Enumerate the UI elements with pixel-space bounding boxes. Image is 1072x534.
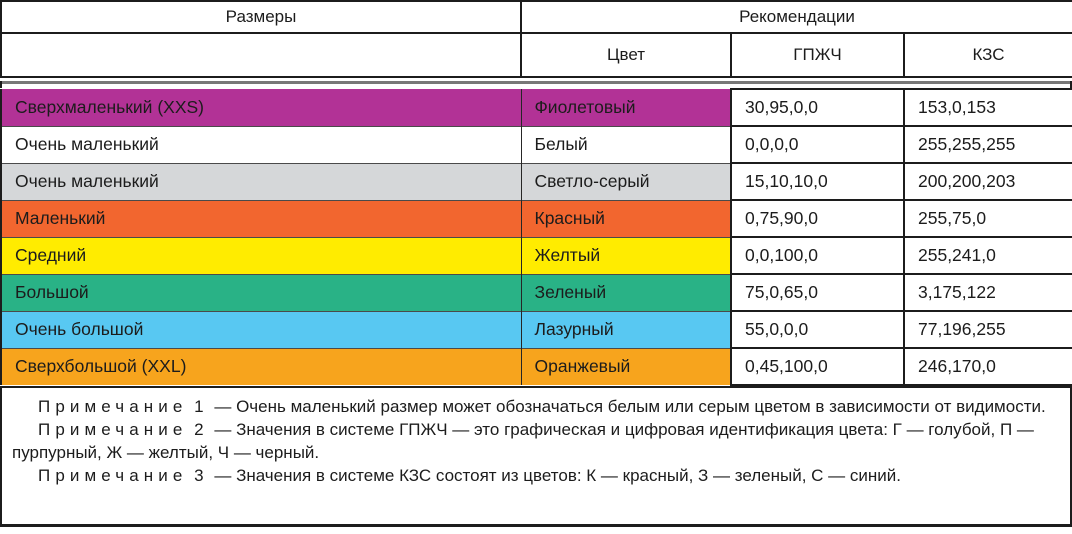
gpzh-value-cell: 30,95,0,0 xyxy=(730,88,905,127)
note-number: 3 xyxy=(194,466,204,485)
color-name-cell: Белый xyxy=(521,125,731,163)
kzs-value-cell: 3,175,122 xyxy=(903,273,1072,312)
kzs-value-cell: 153,0,153 xyxy=(903,88,1072,127)
table-row: Очень маленький Белый 0,0,0,0 255,255,25… xyxy=(0,125,1072,164)
gpzh-value-cell: 0,0,0,0 xyxy=(730,125,905,164)
note-3: Примечание 3 — Значения в системе КЗС со… xyxy=(12,464,1060,487)
header-row-2: Цвет ГПЖЧ КЗС xyxy=(0,32,1072,78)
size-cell: Очень маленький xyxy=(0,162,522,200)
kzs-value-cell: 77,196,255 xyxy=(903,310,1072,349)
kzs-header-cell: КЗС xyxy=(903,32,1072,78)
size-cell: Очень маленький xyxy=(0,125,522,163)
table-row: Средний Желтый 0,0,100,0 255,241,0 xyxy=(0,236,1072,275)
gpzh-header-cell: ГПЖЧ xyxy=(730,32,905,78)
color-name-cell: Оранжевый xyxy=(521,347,731,385)
kzs-value-cell: 255,255,255 xyxy=(903,125,1072,164)
gpzh-value-cell: 0,45,100,0 xyxy=(730,347,905,386)
size-cell: Большой xyxy=(0,273,522,311)
note-label: Примечание xyxy=(38,420,188,439)
kzs-value-cell: 255,241,0 xyxy=(903,236,1072,275)
kzs-value-cell: 246,170,0 xyxy=(903,347,1072,386)
gpzh-value-cell: 55,0,0,0 xyxy=(730,310,905,349)
note-number: 2 xyxy=(194,420,204,439)
sizes-header-cell: Размеры xyxy=(0,0,522,34)
empty-header-cell xyxy=(0,32,522,78)
table-row: Маленький Красный 0,75,90,0 255,75,0 xyxy=(0,199,1072,238)
recommendations-header-cell: Рекомендации xyxy=(520,0,1072,34)
kzs-value-cell: 200,200,203 xyxy=(903,162,1072,201)
kzs-value-cell: 255,75,0 xyxy=(903,199,1072,238)
table-row: Очень маленький Светло-серый 15,10,10,0 … xyxy=(0,162,1072,201)
gpzh-value-cell: 15,10,10,0 xyxy=(730,162,905,201)
note-label: Примечание xyxy=(38,397,188,416)
note-1: Примечание 1 — Очень маленький размер мо… xyxy=(12,395,1060,418)
notes-section: Примечание 1 — Очень маленький размер мо… xyxy=(0,386,1072,527)
color-name-cell: Красный xyxy=(521,199,731,237)
size-cell: Сверхбольшой (XXL) xyxy=(0,347,522,385)
gpzh-value-cell: 0,75,90,0 xyxy=(730,199,905,238)
table-row: Сверхбольшой (XXL) Оранжевый 0,45,100,0 … xyxy=(0,347,1072,386)
note-text: — Значения в системе КЗС состоят из цвет… xyxy=(214,466,902,485)
color-name-cell: Светло-серый xyxy=(521,162,731,200)
table-row: Большой Зеленый 75,0,65,0 3,175,122 xyxy=(0,273,1072,312)
size-color-table-body: Сверхмаленький (XXS) Фиолетовый 30,95,0,… xyxy=(0,88,1072,386)
note-text: — Очень маленький размер может обозначат… xyxy=(214,397,1046,416)
color-name-cell: Лазурный xyxy=(521,310,731,348)
note-text: — Значения в системе ГПЖЧ — это графичес… xyxy=(12,420,1034,462)
size-cell: Средний xyxy=(0,236,522,274)
table-row: Сверхмаленький (XXS) Фиолетовый 30,95,0,… xyxy=(0,88,1072,127)
size-cell: Очень большой xyxy=(0,310,522,348)
size-cell: Маленький xyxy=(0,199,522,237)
size-cell: Сверхмаленький (XXS) xyxy=(0,89,522,126)
table-row: Очень большой Лазурный 55,0,0,0 77,196,2… xyxy=(0,310,1072,349)
color-name-cell: Желтый xyxy=(521,236,731,274)
header-row-1: Размеры Рекомендации xyxy=(0,0,1072,34)
separator-line xyxy=(2,81,1070,84)
header-body-separator xyxy=(0,81,1072,88)
gpzh-value-cell: 0,0,100,0 xyxy=(730,236,905,275)
note-label: Примечание xyxy=(38,466,188,485)
color-header-cell: Цвет xyxy=(520,32,732,78)
color-name-cell: Фиолетовый xyxy=(521,89,731,126)
note-2: Примечание 2 — Значения в системе ГПЖЧ —… xyxy=(12,418,1060,464)
gpzh-value-cell: 75,0,65,0 xyxy=(730,273,905,312)
color-name-cell: Зеленый xyxy=(521,273,731,311)
size-color-table-header: Размеры Рекомендации Цвет ГПЖЧ КЗС xyxy=(0,0,1072,78)
note-number: 1 xyxy=(194,397,204,416)
